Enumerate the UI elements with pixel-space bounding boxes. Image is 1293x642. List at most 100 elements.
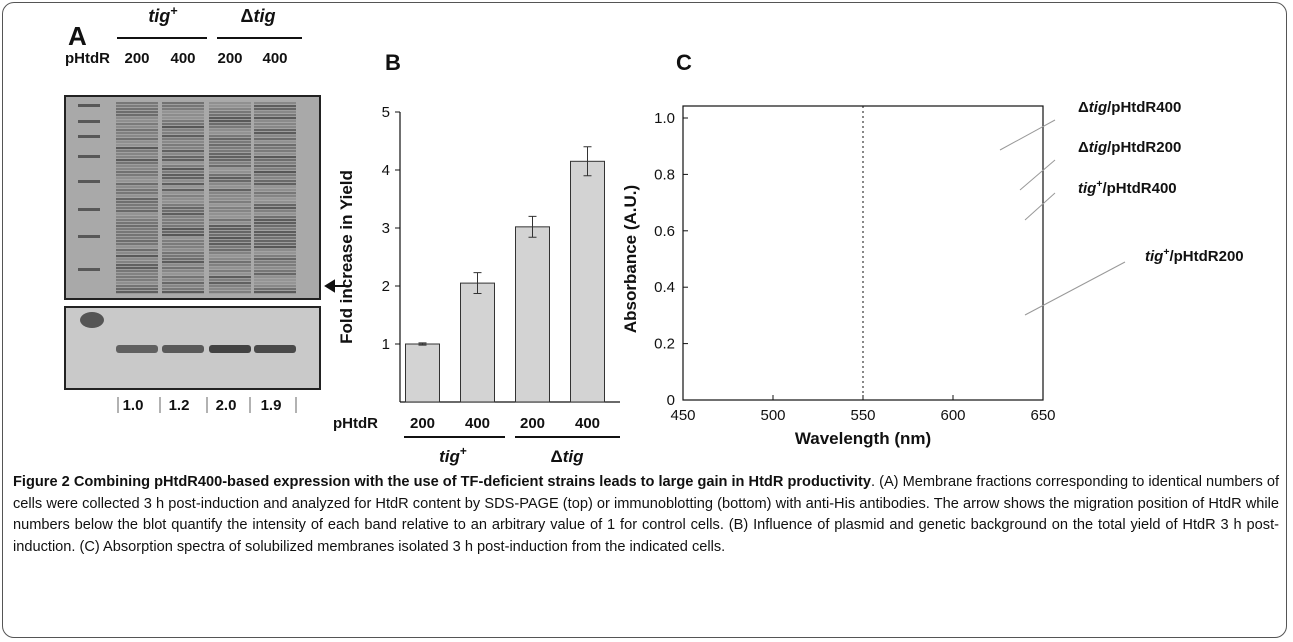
gel-band [254,258,296,260]
gel-band [116,210,158,212]
gel-band [162,219,204,221]
y-tick-label: 0.2 [654,336,675,353]
gel-band [254,123,296,125]
gel-band [116,291,158,293]
gel-band [116,168,158,170]
gel-band [209,129,251,131]
gel-band [254,153,296,155]
y-tick-label: 4 [382,162,390,179]
gel-band [254,147,296,149]
gel-band [116,234,158,236]
gel-band [162,267,204,269]
gel-band [209,108,251,110]
x-tick-label: 400 [575,415,600,432]
gel-band [116,267,158,269]
gel-band [162,225,204,227]
gel-band [209,120,251,122]
gel-band [254,114,296,116]
gel-band [254,219,296,221]
ladder-band [78,104,100,107]
caption-title: Figure 2 Combining pHtdR400-based expres… [13,474,871,490]
gel-band [116,204,158,206]
gel-band [162,237,204,239]
gel-band [254,210,296,212]
gel-band [162,264,204,266]
gel-band [209,177,251,179]
gel-band [162,165,204,167]
gel-band [116,138,158,140]
gel-band [162,147,204,149]
blot-band [162,345,204,353]
gel-band [116,249,158,251]
gel-band [116,243,158,245]
gel-band [209,165,251,167]
gel-band [254,132,296,134]
gel-band [209,261,251,263]
y-tick-label: 3 [382,220,390,237]
gel-band [254,186,296,188]
gel-band [254,252,296,254]
gel-band [209,255,251,257]
gel-band [254,129,296,131]
gel-band [116,165,158,167]
gel-band [116,186,158,188]
ladder-band [78,180,100,183]
gel-band [116,201,158,203]
gel-band [116,117,158,119]
gel-band [254,135,296,137]
gel-band [254,234,296,236]
gel-band [116,273,158,275]
gel-band [254,204,296,206]
gel-band [209,267,251,269]
panel-label: C [676,50,692,75]
gel-band [116,216,158,218]
gel-band [162,186,204,188]
gel-band [254,180,296,182]
gel-band [209,270,251,272]
gel-band [254,171,296,173]
gel-band [116,276,158,278]
gel-band [162,177,204,179]
gel-band [209,204,251,206]
gel-band [116,246,158,248]
gel-band [116,144,158,146]
gel-band [209,183,251,185]
ladder-band [78,268,100,271]
x-tick-label: 500 [760,407,785,424]
quantity-label: 2.0 [216,397,237,414]
ladder-band [78,235,100,238]
gel-band [209,171,251,173]
gel-band [162,135,204,137]
gel-band [209,192,251,194]
gel-band [209,114,251,116]
gel-band [116,174,158,176]
gel-band [209,240,251,242]
gel-band [162,174,204,176]
gel-band [162,258,204,260]
gel-band [162,207,204,209]
gel-band [254,246,296,248]
gel-band [116,195,158,197]
gel-band [209,102,251,104]
quantity-label: 1.2 [169,397,190,414]
gel-band [254,279,296,281]
gel-band [254,207,296,209]
gel-band [209,210,251,212]
genotype-label: tig+ [439,444,467,466]
ladder-band [78,120,100,123]
gel-band [116,270,158,272]
figure: Atig+ΔtigpHtdR2004002004001.01.22.01.9BF… [0,0,1293,642]
gel-band [209,225,251,227]
gel-band [116,240,158,242]
gel-band [209,246,251,248]
gel-band [162,162,204,164]
gel-band [116,120,158,122]
gel-band [209,279,251,281]
gel-band [116,132,158,134]
gel-band [116,189,158,191]
gel-band [116,225,158,227]
panel-label: A [68,21,87,51]
gel-band [116,105,158,107]
x-tick-label: 200 [410,415,435,432]
genotype-label: tig+ [148,4,177,26]
